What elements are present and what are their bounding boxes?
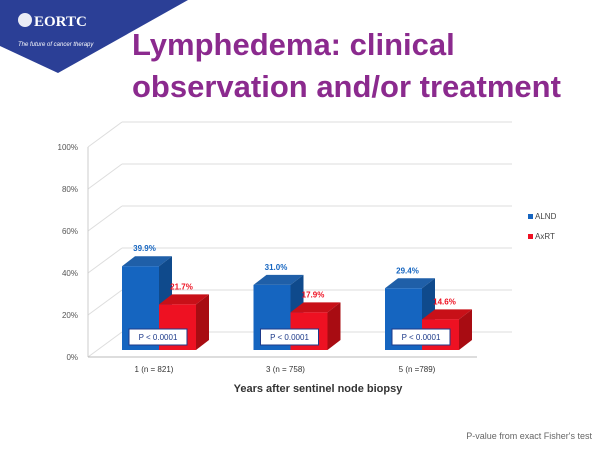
y-tick-label: 60% — [62, 227, 78, 236]
gridline-side — [87, 331, 123, 358]
x-tick-label: 1 (n = 821) — [135, 365, 174, 374]
p-value-box — [128, 328, 188, 346]
y-tick-label: 20% — [62, 311, 78, 320]
legend-label: ALND — [535, 212, 557, 221]
p-value-text: P < 0.0001 — [270, 333, 309, 342]
bar-top — [159, 294, 209, 305]
bar-top — [253, 274, 304, 285]
gridline-side — [87, 121, 123, 148]
gridline-side — [87, 163, 123, 190]
bar-side — [459, 309, 472, 350]
legend-swatch — [528, 214, 533, 219]
gridline-side — [87, 289, 123, 316]
y-tick-label: 100% — [58, 143, 78, 152]
data-label: 14.6% — [433, 297, 456, 306]
data-label: 29.4% — [396, 266, 419, 275]
x-axis-title: Years after sentinel node biopsy — [234, 383, 404, 395]
p-value-text: P < 0.0001 — [402, 333, 441, 342]
footnote: P-value from exact Fisher's test — [466, 431, 592, 441]
bar-side — [196, 294, 209, 350]
x-tick-label: 3 (n = 758) — [266, 365, 305, 374]
eortc-logo: EORTC The future of cancer therapy — [0, 0, 188, 73]
gridline-side — [87, 205, 123, 232]
gridline-side — [87, 247, 123, 274]
bar-top — [422, 309, 472, 320]
title-line-2: observation and/or treatment — [132, 69, 561, 104]
x-tick-label: 5 (n =789) — [399, 365, 436, 374]
p-value-box — [391, 328, 451, 346]
title-line-1: Lymphedema: clinical — [132, 27, 455, 62]
y-tick-label: 0% — [66, 353, 78, 362]
svg-text:EORTC: EORTC — [34, 14, 87, 30]
p-value-box — [260, 328, 319, 346]
p-value-text: P < 0.0001 — [139, 333, 178, 342]
data-label: 17.9% — [302, 290, 325, 299]
bar-top — [290, 302, 341, 313]
svg-text:The future of cancer therapy: The future of cancer therapy — [18, 42, 94, 48]
y-tick-label: 40% — [62, 269, 78, 278]
legend-label: AxRT — [535, 232, 555, 241]
data-label: 39.9% — [133, 244, 156, 253]
legend-swatch — [528, 234, 533, 239]
data-label: 31.0% — [265, 263, 288, 272]
slide-title: Lymphedema: clinical observation and/or … — [132, 24, 561, 108]
bar-side — [327, 302, 341, 350]
data-label: 21.7% — [170, 282, 193, 291]
bar-top — [122, 256, 172, 267]
y-tick-label: 80% — [62, 185, 78, 194]
bar-top — [385, 278, 435, 289]
